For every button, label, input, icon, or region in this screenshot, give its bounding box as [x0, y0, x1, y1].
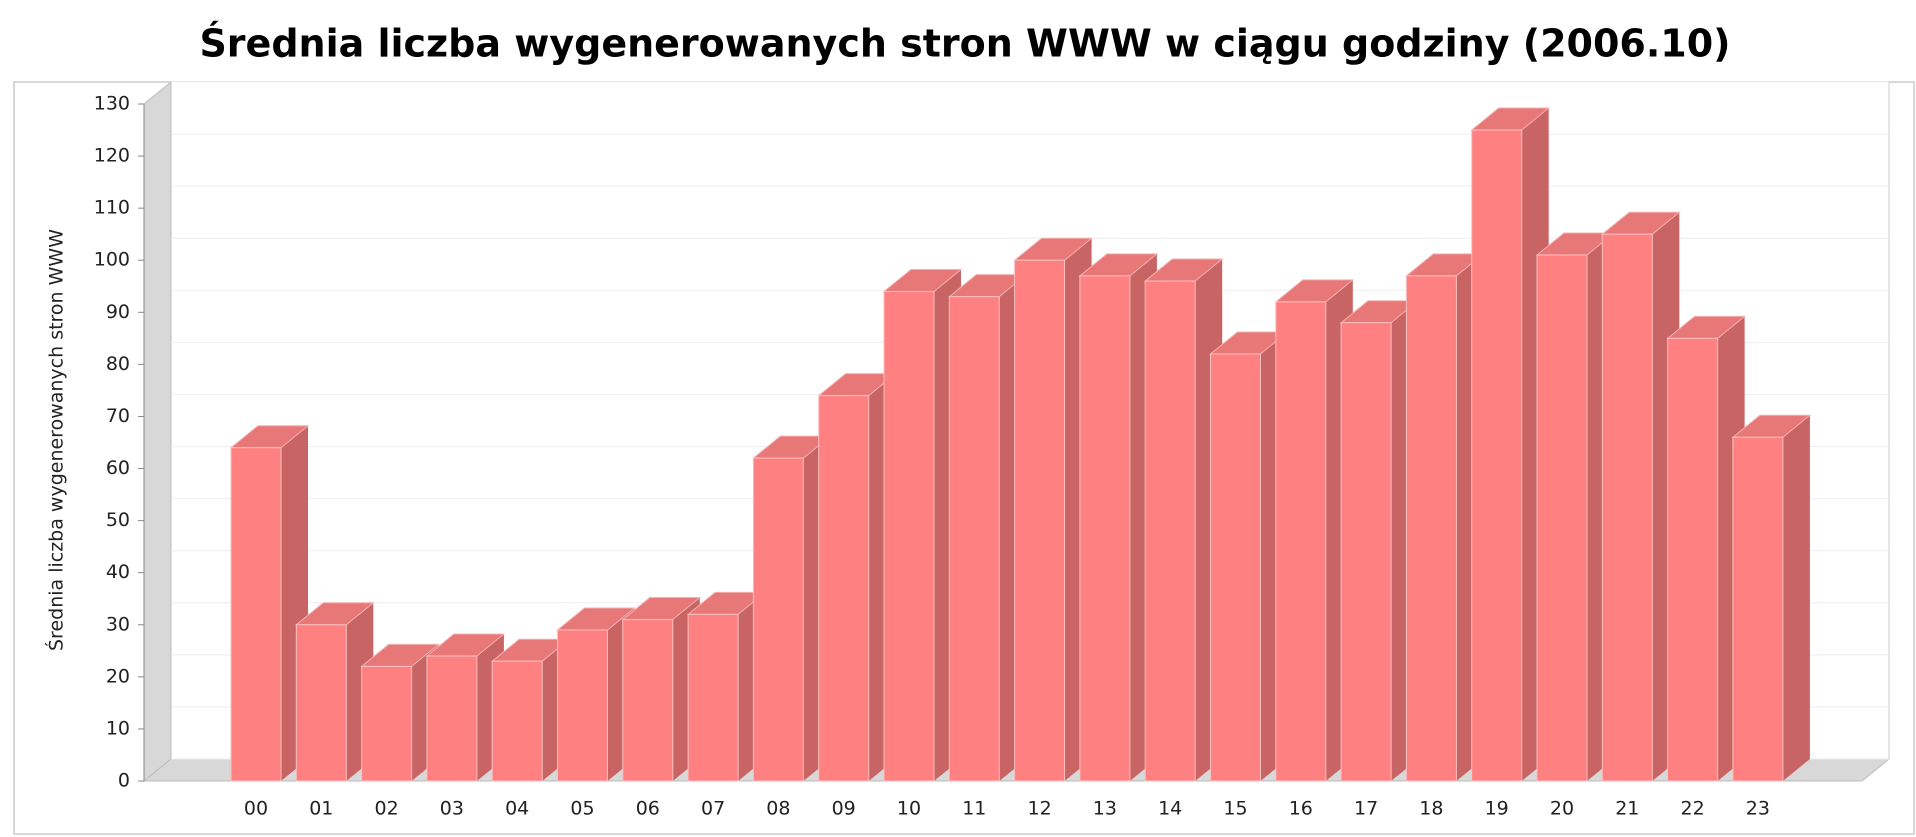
bar: [1536, 254, 1588, 782]
bar-side: [1782, 415, 1810, 781]
bar: [948, 296, 1000, 782]
y-tick-label: 100: [94, 249, 130, 271]
bar: [1079, 275, 1131, 782]
y-tick-label: 30: [106, 613, 130, 635]
y-tick-label: 120: [94, 145, 130, 167]
bar: [1601, 233, 1653, 782]
x-tick-label: 20: [1550, 798, 1574, 820]
x-tick-label: 12: [1028, 798, 1052, 820]
x-tick-label: 11: [962, 798, 986, 820]
x-tick-label: 08: [766, 798, 790, 820]
bar: [622, 619, 674, 782]
x-tick-label: 05: [570, 798, 594, 820]
bar: [687, 613, 739, 782]
y-tick-label: 70: [106, 405, 130, 427]
bar: [491, 660, 543, 782]
x-tick-label: 13: [1093, 798, 1117, 820]
y-tick-label: 60: [106, 457, 130, 479]
y-tick-label: 80: [106, 353, 130, 375]
y-tick-label: 10: [106, 717, 130, 739]
bar: [1144, 280, 1196, 782]
x-tick-label: 06: [636, 798, 660, 820]
bar: [1210, 353, 1261, 782]
x-tick-label: 03: [440, 798, 464, 820]
x-tick-label: 17: [1354, 798, 1378, 820]
y-tick-label: 130: [94, 93, 130, 115]
x-tick-label: 04: [505, 798, 529, 820]
x-tick-label: 18: [1419, 798, 1443, 820]
x-tick-label: 10: [897, 798, 921, 820]
bar: [295, 624, 347, 782]
bar: [752, 457, 804, 782]
x-tick-label: 00: [244, 798, 268, 820]
bar: [818, 395, 870, 782]
bar: [1732, 436, 1784, 782]
x-tick-label: 02: [375, 798, 399, 820]
x-tick-label: 15: [1223, 798, 1247, 820]
bar: [1275, 301, 1327, 782]
bar: [230, 447, 282, 782]
bar: [426, 655, 478, 782]
x-tick-label: 09: [832, 798, 856, 820]
y-tick-label: 90: [106, 301, 130, 323]
y-tick-label: 110: [94, 197, 130, 219]
bar: [1471, 129, 1523, 782]
bar: [883, 290, 935, 782]
bar: [1014, 259, 1066, 782]
chart-title: Średnia liczba wygenerowanych stron WWW …: [199, 22, 1730, 66]
bar: [361, 665, 413, 782]
x-tick-label: 01: [309, 798, 333, 820]
x-tick-label: 23: [1746, 798, 1770, 820]
y-tick-label: 0: [118, 770, 130, 792]
x-tick-label: 19: [1485, 798, 1509, 820]
y-tick-label: 50: [106, 509, 130, 531]
y-tick-label: 20: [106, 665, 130, 687]
x-tick-label: 14: [1158, 798, 1182, 820]
y-tick-label: 40: [106, 561, 130, 583]
bar: [1667, 337, 1719, 782]
x-tick-label: 16: [1289, 798, 1313, 820]
left-wall: [143, 80, 172, 783]
bar: [557, 629, 608, 782]
bar: [1340, 322, 1392, 782]
bar: [1405, 275, 1457, 782]
y-axis-label: Średnia liczba wygenerowanych stron WWW: [44, 229, 68, 651]
x-tick-label: 07: [701, 798, 725, 820]
x-tick-label: 22: [1681, 798, 1705, 820]
x-tick-label: 21: [1615, 798, 1639, 820]
